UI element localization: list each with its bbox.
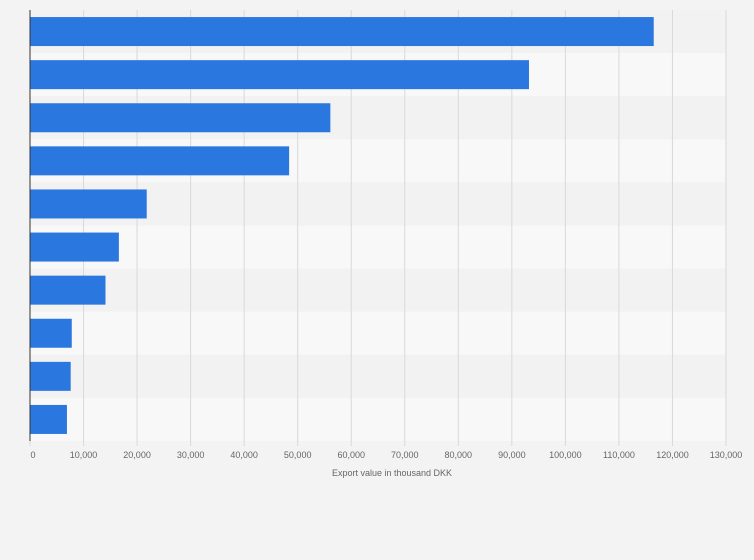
row-band xyxy=(30,354,726,398)
x-tick-label: 60,000 xyxy=(337,450,365,460)
bar xyxy=(30,103,331,133)
bars xyxy=(30,17,654,434)
x-tick-label: 40,000 xyxy=(230,450,258,460)
row-band xyxy=(30,397,726,441)
x-tick-label: 70,000 xyxy=(391,450,419,460)
row-band xyxy=(30,225,726,269)
x-tick-label: 10,000 xyxy=(70,450,98,460)
bar xyxy=(30,404,67,434)
bar xyxy=(30,146,290,176)
x-tick-label: 0 xyxy=(30,450,35,460)
x-axis-ticks: 0 10,000 20,000 30,000 40,000 50,000 60,000 70,… xyxy=(29,441,743,460)
bar xyxy=(30,189,147,219)
x-tick-label: 120,000 xyxy=(656,450,689,460)
bar xyxy=(30,361,71,391)
x-tick-label: 30,000 xyxy=(177,450,205,460)
bar xyxy=(30,60,529,90)
x-tick-label: 80,000 xyxy=(445,450,473,460)
row-band xyxy=(30,311,726,355)
x-tick-label: 100,000 xyxy=(549,450,582,460)
x-tick-label: 110,000 xyxy=(603,450,635,460)
x-tick-label: 130,000 xyxy=(710,450,743,460)
x-axis-title: Export value in thousand DKK xyxy=(332,468,452,478)
bar xyxy=(30,275,106,305)
bar xyxy=(30,318,72,348)
bar xyxy=(30,17,654,47)
x-tick-label: 20,000 xyxy=(123,450,151,460)
row-band xyxy=(30,268,726,312)
x-tick-label: 50,000 xyxy=(284,450,312,460)
x-tick-label: 90,000 xyxy=(498,450,526,460)
bar xyxy=(30,232,119,262)
